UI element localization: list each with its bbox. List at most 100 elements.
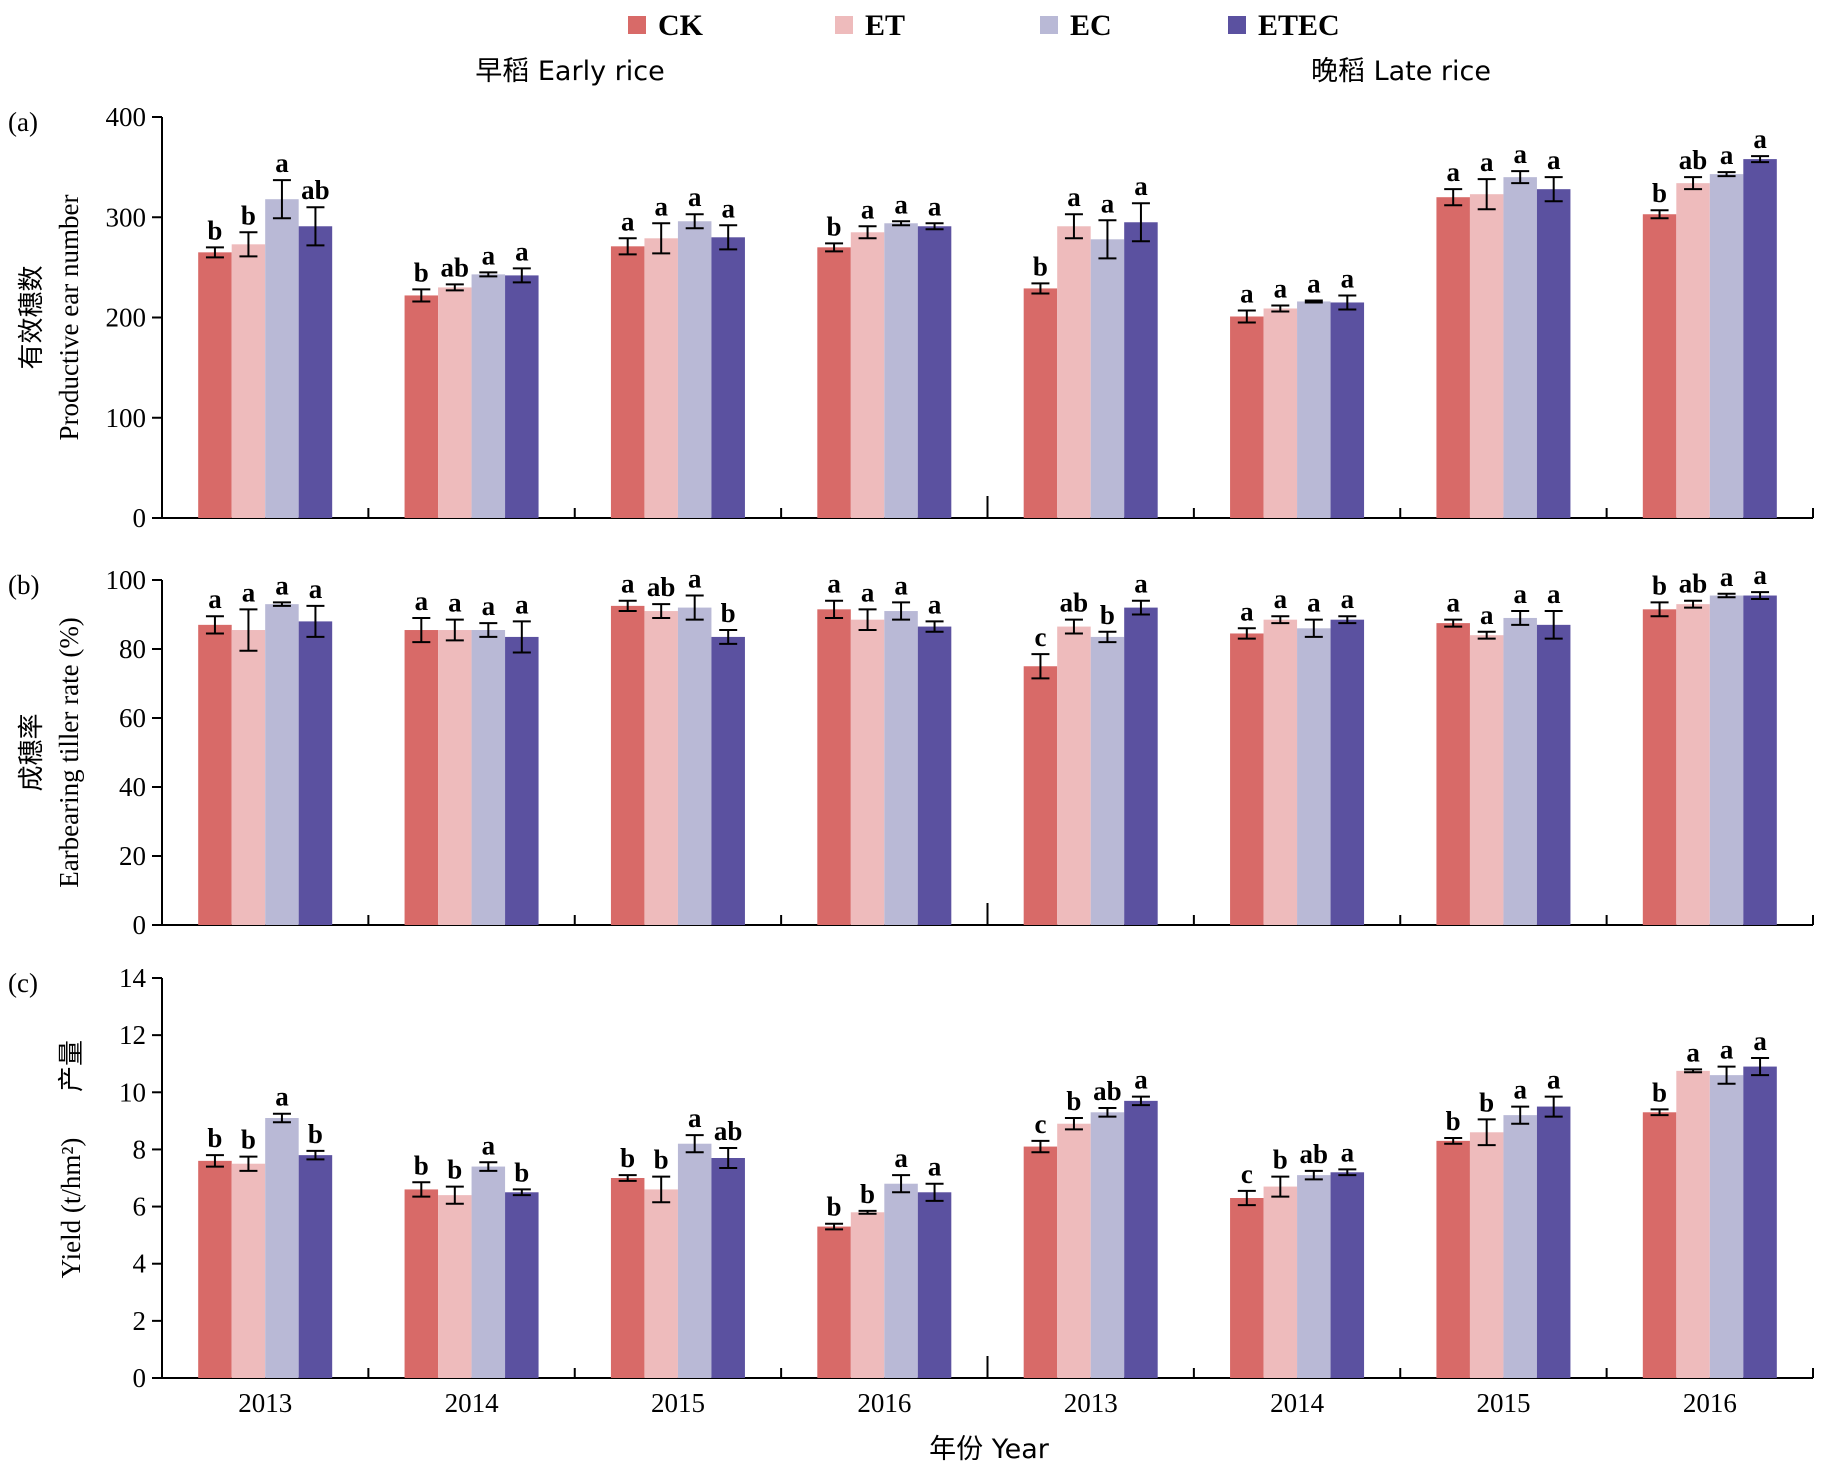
- significance-letter: b: [207, 1123, 222, 1153]
- significance-letter: a: [1341, 263, 1355, 293]
- bar-et: [1676, 1070, 1710, 1378]
- significance-letter: b: [1100, 600, 1115, 630]
- significance-letter: a: [1753, 1026, 1767, 1056]
- significance-letter: a: [1341, 584, 1355, 614]
- significance-letter: a: [1513, 1075, 1527, 1105]
- significance-letter: a: [1274, 584, 1288, 614]
- significance-letter: a: [242, 577, 256, 607]
- significance-letter: a: [515, 589, 529, 619]
- significance-letter: a: [688, 1103, 702, 1133]
- bar-etec: [1743, 159, 1777, 519]
- significance-letter: a: [654, 191, 668, 221]
- bar-etec: [1330, 1172, 1365, 1378]
- y-axis-label-en: Productive ear number: [54, 195, 84, 441]
- significance-letter: a: [621, 206, 635, 236]
- bar-ck: [404, 1189, 439, 1378]
- bar-ck: [1436, 1140, 1470, 1378]
- y-axis-label-en: Yield (t/hm²): [56, 1138, 86, 1279]
- bar-etec: [1124, 607, 1158, 925]
- x-axis-label: 年份 Year: [929, 1434, 1050, 1465]
- legend-label-etec: ETEC: [1258, 9, 1340, 42]
- significance-letter: a: [928, 191, 942, 221]
- significance-letter: a: [482, 591, 496, 621]
- bar-ec: [265, 1118, 299, 1378]
- bar-etec: [298, 621, 333, 925]
- significance-letter: a: [1513, 139, 1527, 169]
- significance-letter: a: [827, 569, 841, 599]
- legend-label-ec: EC: [1070, 9, 1112, 42]
- y-tick-label: 20: [119, 841, 146, 871]
- significance-letter: a: [894, 570, 908, 600]
- bar-ck: [817, 247, 851, 518]
- bar-et: [1057, 1123, 1091, 1378]
- significance-letter: b: [1652, 178, 1667, 208]
- significance-letter: a: [894, 189, 908, 219]
- significance-letter: a: [1101, 188, 1115, 218]
- significance-letter: b: [1066, 1086, 1081, 1116]
- y-tick-label: 40: [119, 772, 146, 802]
- bar-etec: [298, 1155, 333, 1378]
- bar-ck: [1642, 1112, 1677, 1378]
- significance-letter: a: [861, 194, 875, 224]
- significance-letter: a: [688, 564, 702, 594]
- bar-ec: [1090, 239, 1125, 518]
- bar-etec: [298, 226, 333, 518]
- significance-letter: a: [1341, 1137, 1355, 1167]
- significance-letter: a: [275, 148, 289, 178]
- significance-letter: b: [414, 257, 429, 287]
- significance-letter: b: [827, 211, 842, 241]
- bar-ec: [1090, 1112, 1125, 1378]
- bar-et: [438, 630, 472, 925]
- significance-letter: ab: [441, 252, 470, 282]
- bar-et: [1263, 1186, 1298, 1378]
- bar-ec: [1297, 301, 1331, 518]
- significance-letter: a: [894, 1143, 908, 1173]
- bar-ec: [1503, 617, 1537, 925]
- bar-ec: [884, 611, 918, 925]
- bar-et: [1263, 619, 1298, 925]
- bar-ck: [198, 1160, 232, 1378]
- bar-ck: [1023, 1146, 1058, 1378]
- y-tick-label: 100: [106, 403, 147, 433]
- bar-et: [231, 630, 266, 925]
- bar-ec: [1709, 174, 1744, 518]
- significance-letter: b: [654, 1145, 669, 1175]
- y-tick-label: 80: [119, 634, 146, 664]
- panel-label: (b): [8, 570, 39, 600]
- y-tick-label: 12: [119, 1020, 146, 1050]
- bar-ck: [198, 252, 232, 518]
- significance-letter: ab: [1300, 1139, 1329, 1169]
- bar-ec: [471, 274, 506, 518]
- y-tick-label: 0: [133, 910, 147, 940]
- legend-swatch-et: [835, 16, 853, 34]
- bar-ec: [265, 604, 299, 925]
- significance-letter: a: [448, 588, 462, 618]
- bar-et: [1469, 635, 1504, 925]
- significance-letter: a: [1307, 268, 1321, 298]
- significance-letter: a: [1720, 140, 1734, 170]
- significance-letter: b: [1479, 1087, 1494, 1117]
- significance-letter: a: [1547, 579, 1561, 609]
- x-tick-label: 2016: [1683, 1388, 1737, 1418]
- y-tick-label: 4: [133, 1249, 147, 1279]
- significance-letter: a: [1067, 182, 1081, 212]
- bar-et: [438, 1195, 472, 1378]
- bar-etec: [1536, 1106, 1571, 1378]
- significance-letter: a: [482, 1130, 496, 1160]
- bar-et: [231, 244, 266, 518]
- significance-letter: a: [688, 182, 702, 212]
- bar-ck: [404, 295, 439, 518]
- y-tick-label: 6: [133, 1192, 147, 1222]
- significance-letter: a: [1240, 596, 1254, 626]
- x-tick-label: 2014: [1270, 1388, 1325, 1418]
- bar-et: [1057, 226, 1091, 518]
- bar-ck: [1642, 214, 1677, 518]
- significance-letter: a: [415, 586, 429, 616]
- significance-letter: c: [1241, 1159, 1253, 1189]
- bar-etec: [917, 226, 952, 518]
- bar-etec: [711, 636, 745, 925]
- bar-ec: [677, 1143, 712, 1378]
- bar-ck: [1230, 316, 1264, 518]
